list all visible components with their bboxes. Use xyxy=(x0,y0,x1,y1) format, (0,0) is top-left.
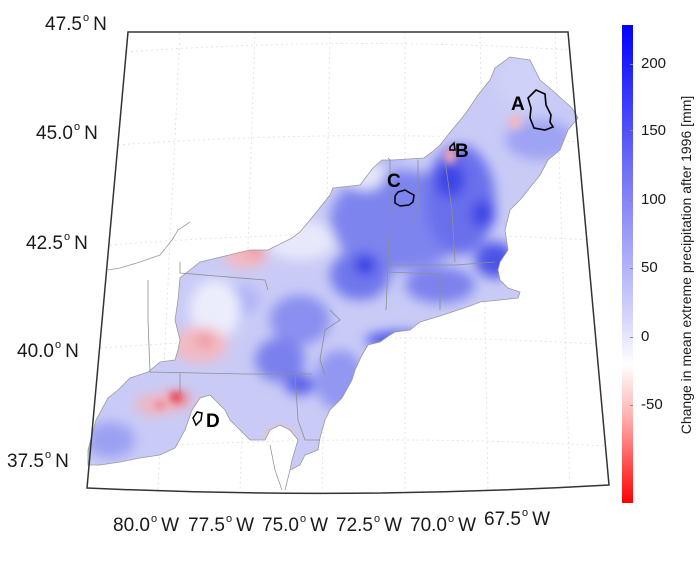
lon-label-72-5: 72.5o W xyxy=(336,513,403,536)
lat-label-40-0: 40.0o N xyxy=(17,339,79,362)
great-lakes-shore xyxy=(107,221,191,271)
colorbar-label-200: 200 xyxy=(641,55,667,72)
lon-label-77-5: 77.5o W xyxy=(188,513,255,536)
site-B-basin-outline xyxy=(449,141,456,151)
lon-label-80-0: 80.0o W xyxy=(113,513,180,536)
site-B: B xyxy=(449,141,469,162)
site-A-label: A xyxy=(511,94,525,115)
site-C: C xyxy=(387,171,415,207)
lat-label-47-5: 47.5o N xyxy=(45,12,107,35)
state-borders xyxy=(147,157,496,441)
colorbar-label-50: 50 xyxy=(641,259,658,276)
lat-label-42-5: 42.5o N xyxy=(26,231,88,254)
colorbar-label-100: 100 xyxy=(641,191,667,208)
colorbar-tick-50 xyxy=(630,268,633,269)
lat-label-37-5: 37.5o N xyxy=(7,449,69,472)
site-C-label: C xyxy=(387,171,401,192)
colorbar-tick-neg50 xyxy=(630,405,633,406)
colorbar-label-0: 0 xyxy=(641,328,650,345)
lon-label-75-0: 75.0o W xyxy=(262,513,329,536)
colorbar-title: Change in mean extreme precipitation aft… xyxy=(678,95,694,435)
site-D: D xyxy=(192,411,220,432)
colorbar xyxy=(622,25,633,503)
colorbar-label-150: 150 xyxy=(641,122,667,139)
colorbar-tick-100 xyxy=(630,200,633,201)
map-frame xyxy=(86,31,610,495)
lon-label-67-5: 67.5o W xyxy=(484,507,551,530)
site-A-basin-outline xyxy=(527,89,555,131)
site-D-basin-outline xyxy=(192,411,203,427)
site-D-label: D xyxy=(206,411,220,432)
colorbar-label-neg50: -50 xyxy=(641,396,663,413)
site-A: A xyxy=(511,89,555,131)
colorbar-tick-150 xyxy=(630,130,633,131)
lat-label-45-0: 45.0o N xyxy=(36,121,98,144)
site-B-label: B xyxy=(455,141,469,162)
colorbar-tick-0 xyxy=(630,337,633,338)
chesapeake-shore xyxy=(269,444,291,491)
lon-label-70-0: 70.0o W xyxy=(410,513,477,536)
precipitation-heatmap xyxy=(88,57,578,470)
site-C-basin-outline xyxy=(394,189,415,207)
colorbar-tick-200 xyxy=(630,64,633,65)
